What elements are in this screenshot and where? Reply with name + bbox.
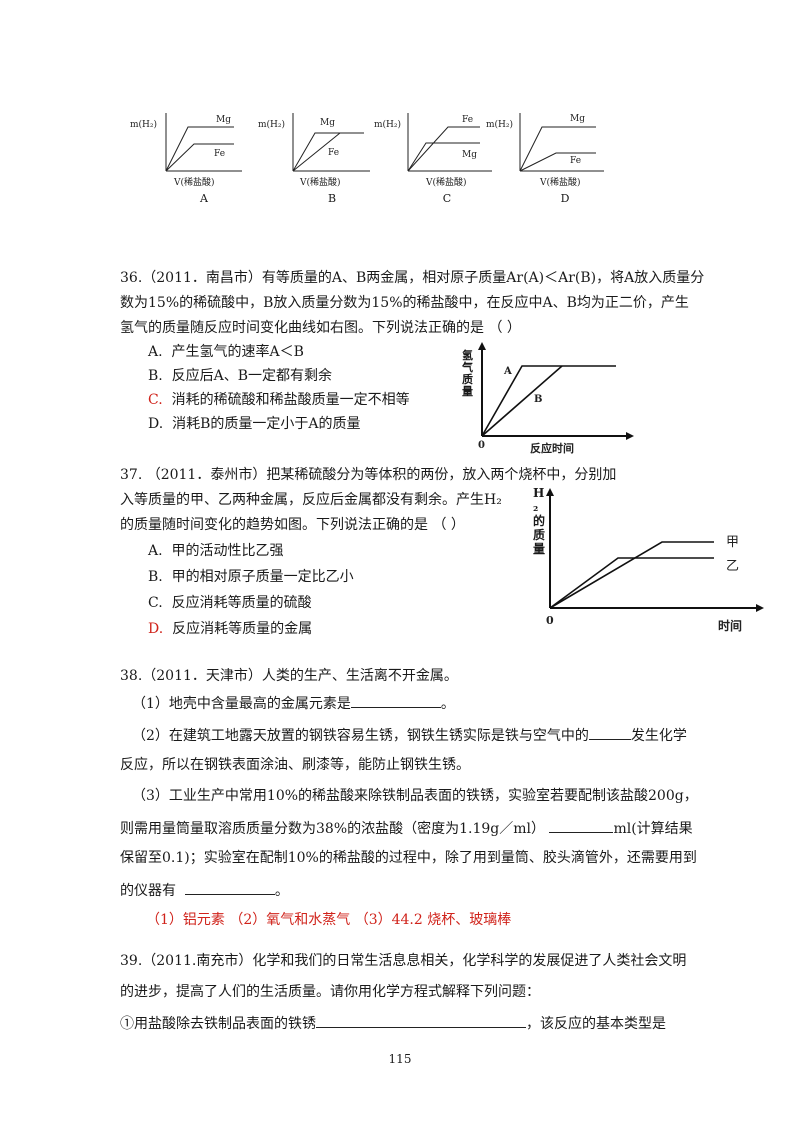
ylabel-a: m(H₂) <box>130 119 157 130</box>
q37-option-d: D. 反应消耗等质量的金属 <box>148 619 312 639</box>
chart-panel-c: m(H₂) Fe Mg V(稀盐酸) <box>374 113 492 188</box>
option-text: 反应消耗等质量的金属 <box>172 621 313 637</box>
line-a-label: A <box>503 366 512 377</box>
q37-option-a: A. 甲的活动性比乙强 <box>148 541 283 561</box>
q37-option-c: C. 反应消耗等质量的硫酸 <box>148 593 312 613</box>
lower-label-c: Mg <box>462 150 477 160</box>
q36-line2: 数为15%的稀硫酸中，B放入质量分数为15%的稀盐酸中，在反应中A、B均为正二价… <box>120 295 689 311</box>
option-letter: A. <box>148 344 163 360</box>
q38-line1: 38.（2011．天津市）人类的生产、生活离不开金属。 <box>120 668 458 684</box>
option-text: 反应消耗等质量的硫酸 <box>171 595 312 611</box>
xlabel-d: V(稀盐酸) <box>539 176 581 188</box>
q37-chart: 甲 乙 0 时间 <box>546 488 764 633</box>
q36-option-a: A. 产生氢气的速率A＜B <box>148 342 304 362</box>
line-b-label: B <box>534 394 542 405</box>
xlabel: 反应时间 <box>530 441 574 455</box>
option-text: 反应后A、B一定都有剩余 <box>171 368 333 384</box>
top-charts: m(H₂) Mg Fe V(稀盐酸) m(H₂) Mg Fe V(稀盐酸) m(… <box>130 113 604 188</box>
q37-line1: 37. （2011．泰州市）把某稀硫酸分为等体积的两份，放入两个烧杯中，分别加 <box>120 467 617 483</box>
xlabel-c: V(稀盐酸) <box>425 176 467 188</box>
upper-label-c: Fe <box>462 115 473 125</box>
chart-panel-b: m(H₂) Mg Fe V(稀盐酸) <box>258 113 370 188</box>
line-jia-label: 甲 <box>726 535 739 550</box>
q39-line2: 的进步，提高了人们的生活质量。请你用化学方程式解释下列问题： <box>120 984 540 1000</box>
q39-line1: 39.（2011.南充市）化学和我们的日常生活息息相关，化学科学的发展促进了人类… <box>120 953 687 969</box>
q37-chart-ylabel: H₂的质量 <box>533 486 546 556</box>
answer-blank-5[interactable] <box>316 1012 526 1028</box>
q39-line3-text: ①用盐酸除去铁制品表面的铁锈 <box>120 1016 316 1032</box>
q38-part3-line2: 则需用量筒量取溶质质量分数为38%的浓盐酸（密度为1.19g／ml） ml(计算… <box>120 817 693 839</box>
panel-letter-c: C <box>442 192 452 205</box>
option-letter: D. <box>148 621 164 637</box>
option-text: 甲的相对原子质量一定比乙小 <box>171 569 354 585</box>
option-letter: A. <box>148 543 163 559</box>
q36-line1: 36.（2011．南昌市）有等质量的A、B两金属，相对原子质量Ar(A)＜Ar(… <box>120 270 705 286</box>
option-letter: D. <box>148 416 164 432</box>
q36-line3: 氢气的质量随反应时间变化曲线如右图。下列说法正确的是 （ ） <box>120 320 521 336</box>
lower-label-b: Fe <box>328 148 339 158</box>
q37-line3: 的质量随时间变化的趋势如图。下列说法正确的是 （ ） <box>120 517 465 533</box>
panel-letter-a: A <box>200 192 208 205</box>
q38-part1-text: （1）地壳中含量最高的金属元素是 <box>132 696 351 712</box>
upper-label-b: Mg <box>320 118 335 128</box>
q38-answer: （1）铝元素 （2）氧气和水蒸气 （3）44.2 烧杯、玻璃棒 <box>146 912 512 928</box>
option-text: 产生氢气的速率A＜B <box>171 344 304 360</box>
q38-part3-line4: 的仪器有 。 <box>120 879 289 901</box>
answer-blank-1[interactable] <box>350 692 441 708</box>
page-number: 115 <box>388 1052 412 1066</box>
q36-option-d: D. 消耗B的质量一定小于A的质量 <box>148 414 361 434</box>
lower-label-d: Fe <box>570 156 581 166</box>
q38-part3-line3: 保留至0.1)；实验室在配制10%的稀盐酸的过程中，除了用到量筒、胶头滴管外，还… <box>120 850 697 866</box>
option-text: 消耗B的质量一定小于A的质量 <box>172 416 361 432</box>
q38-part2-tail: 发生化学 <box>630 728 687 744</box>
q36-option-c: C. 消耗的稀硫酸和稀盐酸质量一定不相等 <box>148 390 410 410</box>
q38-part3-text: 则需用量筒量取溶质质量分数为38%的浓盐酸（密度为1.19g／ml） <box>120 821 546 837</box>
panel-letter-b: B <box>327 192 337 205</box>
option-text: 消耗的稀硫酸和稀盐酸质量一定不相等 <box>171 392 410 408</box>
q38-part2-text: （2）在建筑工地露天放置的钢铁容易生锈，钢铁生锈实际是铁与空气中的 <box>132 728 589 744</box>
option-letter: B. <box>148 569 163 585</box>
origin-label: 0 <box>478 440 485 451</box>
option-letter: B. <box>148 368 163 384</box>
q38-part3-end: 。 <box>274 883 289 899</box>
q38-part2: （2）在建筑工地露天放置的钢铁容易生锈，钢铁生锈实际是铁与空气中的 发生化学 <box>132 724 687 746</box>
origin-label: 0 <box>546 614 554 627</box>
xlabel-b: V(稀盐酸) <box>299 176 341 188</box>
ylabel-b: m(H₂) <box>258 119 285 130</box>
option-text: 甲的活动性比乙强 <box>171 543 284 559</box>
q39-line3: ①用盐酸除去铁制品表面的铁锈 ，该反应的基本类型是 <box>120 1012 666 1034</box>
q38-part3-instr: 的仪器有 <box>120 883 176 899</box>
q38-part3-unit: ml(计算结果 <box>613 821 693 837</box>
q38-part3-line1: （3）工业生产中常用10%的稀盐酸来除铁制品表面的铁锈，实验室若要配制该盐酸20… <box>132 788 698 804</box>
lower-label-a: Fe <box>214 149 225 159</box>
answer-blank-2[interactable] <box>588 724 631 740</box>
xlabel-a: V(稀盐酸) <box>173 176 215 188</box>
ylabel-d: m(H₂) <box>486 119 513 130</box>
q37-option-b: B. 甲的相对原子质量一定比乙小 <box>148 567 354 587</box>
upper-label-a: Mg <box>216 115 231 125</box>
answer-blank-4[interactable] <box>184 879 275 895</box>
answer-blank-3[interactable] <box>549 817 614 833</box>
q38-part2-cont: 反应，所以在钢铁表面涂油、刷漆等，能防止钢铁生锈。 <box>120 757 470 773</box>
xlabel: 时间 <box>718 618 742 633</box>
q39-line3-tail: ，该反应的基本类型是 <box>526 1016 666 1032</box>
q36-chart-ylabel: 氢气质量 <box>462 349 473 398</box>
option-letter: C. <box>148 392 163 408</box>
q38-part1-end: 。 <box>440 696 455 712</box>
chart-panel-a: m(H₂) Mg Fe V(稀盐酸) <box>130 113 242 188</box>
upper-label-d: Mg <box>570 114 585 124</box>
option-letter: C. <box>148 595 163 611</box>
q38-part1: （1）地壳中含量最高的金属元素是 。 <box>132 692 455 714</box>
chart-panel-d: m(H₂) Mg Fe V(稀盐酸) <box>486 113 604 188</box>
ylabel-c: m(H₂) <box>374 119 401 130</box>
q37-line2: 入等质量的甲、乙两种金属，反应后金属都没有剩余。产生H₂ <box>120 492 502 508</box>
panel-letter-d: D <box>560 192 570 205</box>
q36-option-b: B. 反应后A、B一定都有剩余 <box>148 366 332 386</box>
line-yi-label: 乙 <box>726 559 739 574</box>
q36-chart: A B 0 反应时间 <box>478 342 634 455</box>
